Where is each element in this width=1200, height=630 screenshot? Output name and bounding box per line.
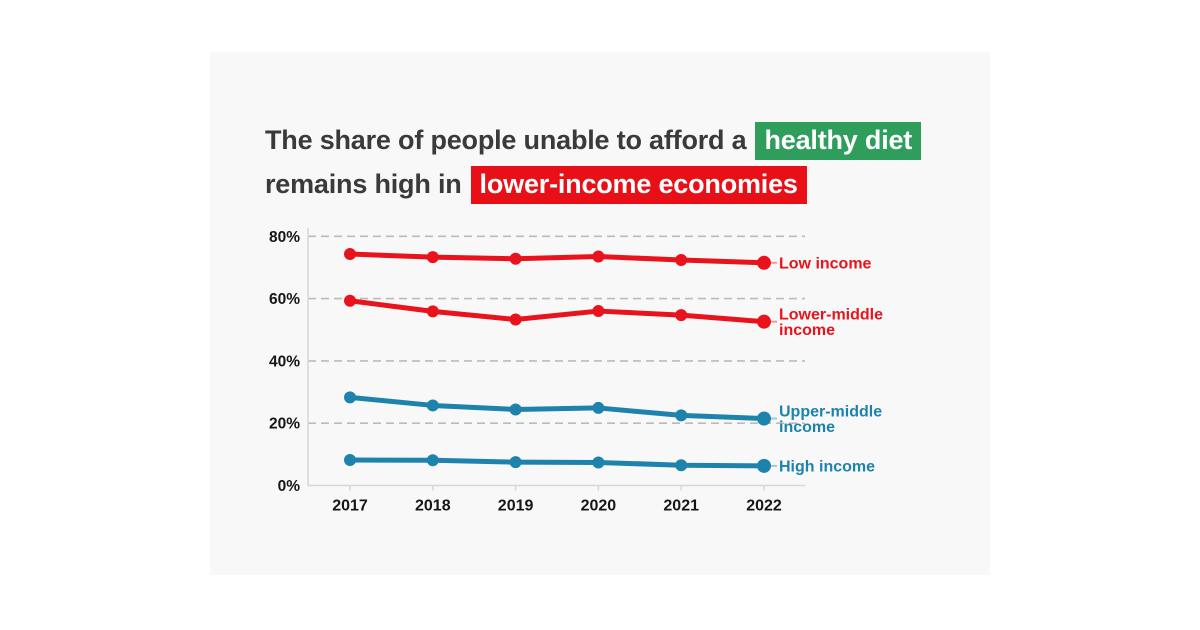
data-point-upper-middle-income-2018 bbox=[426, 399, 439, 412]
x-axis-label-2022: 2022 bbox=[746, 498, 782, 515]
series-label-upper-middle-income: Upper-middle income bbox=[779, 404, 882, 437]
data-point-high-income-2021 bbox=[675, 459, 688, 472]
data-point-lower-middle-income-2017 bbox=[344, 294, 356, 307]
chart-title-line-2: remains high in lower-income economies bbox=[265, 162, 955, 206]
line-low-income bbox=[347, 251, 767, 266]
x-axis-label-2017: 2017 bbox=[332, 498, 368, 515]
data-point-upper-middle-income-2022 bbox=[757, 411, 771, 426]
data-point-upper-middle-income-2021 bbox=[675, 409, 688, 422]
data-point-low-income-2017 bbox=[344, 248, 356, 261]
series-label-line: Lower-middle bbox=[779, 307, 883, 324]
series-label-line: income bbox=[779, 322, 835, 339]
chart-card: 0% 20% 40% 60% 80% 2017 2018 2019 2020 2021 2022 Lo… bbox=[210, 52, 990, 575]
y-axis-label-0: 0% bbox=[278, 478, 301, 495]
data-point-low-income-2019 bbox=[509, 252, 522, 265]
series-label-line: High income bbox=[779, 458, 875, 475]
affordability-line-chart-svg: 0% 20% 40% 60% 80% 2017 2018 2019 2020 2021 2022 Lo… bbox=[269, 228, 883, 515]
series-label-line: Upper-middle bbox=[779, 404, 882, 421]
title-text-2: remains high in bbox=[265, 169, 462, 199]
series-label-line: income bbox=[779, 419, 835, 436]
chart-title: The share of people unable to afford a he… bbox=[265, 118, 955, 206]
title-highlight-lower-income: lower-income economies bbox=[470, 166, 807, 204]
y-axis-label-20: 20% bbox=[269, 416, 300, 433]
data-point-high-income-2018 bbox=[426, 454, 439, 467]
title-text-1: The share of people unable to afford a bbox=[265, 125, 747, 155]
series-label-line: Low income bbox=[779, 255, 872, 272]
x-axis-label-2018: 2018 bbox=[415, 498, 451, 515]
data-point-low-income-2020 bbox=[592, 250, 605, 263]
line-upper-middle-income bbox=[347, 394, 767, 422]
x-axis-label-2020: 2020 bbox=[581, 498, 617, 515]
data-point-lower-middle-income-2022 bbox=[757, 314, 771, 329]
chart-title-line-1: The share of people unable to afford a he… bbox=[265, 118, 955, 162]
series-label-low-income: Low income bbox=[779, 255, 872, 272]
series-label-lower-middle-income: Lower-middle income bbox=[779, 307, 883, 340]
data-point-lower-middle-income-2020 bbox=[592, 305, 605, 318]
line-chart: 0% 20% 40% 60% 80% 2017 2018 2019 2020 2021 2022 Lo… bbox=[210, 52, 990, 575]
y-axis-label-40: 40% bbox=[269, 353, 300, 370]
line-lower-middle-income bbox=[347, 298, 767, 325]
data-point-upper-middle-income-2020 bbox=[592, 401, 605, 414]
data-point-high-income-2017 bbox=[344, 453, 356, 466]
y-axis-label-80: 80% bbox=[269, 229, 300, 246]
data-point-lower-middle-income-2021 bbox=[675, 309, 688, 322]
x-axis-label-2019: 2019 bbox=[498, 498, 534, 515]
data-point-low-income-2022 bbox=[757, 255, 771, 270]
series-label-high-income: High income bbox=[779, 458, 875, 475]
y-axis-label-60: 60% bbox=[269, 291, 300, 308]
data-point-high-income-2020 bbox=[592, 456, 605, 469]
data-point-upper-middle-income-2017 bbox=[344, 391, 356, 404]
data-point-high-income-2019 bbox=[509, 456, 522, 469]
data-point-lower-middle-income-2018 bbox=[426, 305, 439, 318]
data-point-high-income-2022 bbox=[757, 458, 771, 473]
x-axis-label-2021: 2021 bbox=[663, 498, 699, 515]
data-point-low-income-2021 bbox=[675, 253, 688, 266]
title-highlight-healthy-diet: healthy diet bbox=[755, 122, 922, 160]
data-point-low-income-2018 bbox=[426, 251, 439, 264]
data-point-lower-middle-income-2019 bbox=[509, 313, 522, 326]
data-point-upper-middle-income-2019 bbox=[509, 403, 522, 416]
line-high-income bbox=[347, 457, 767, 469]
